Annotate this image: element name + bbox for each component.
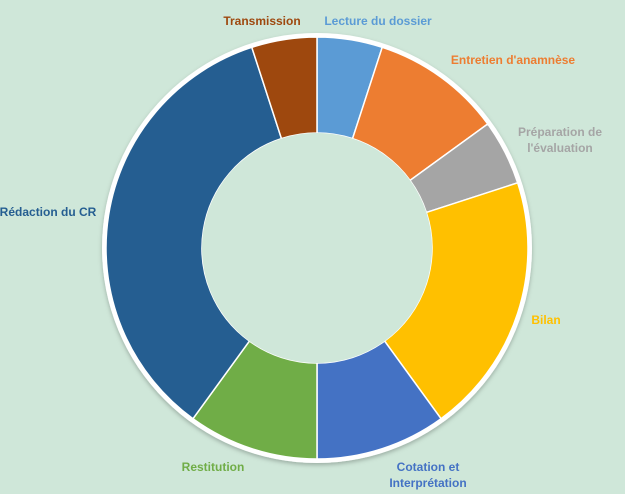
slice-label-1: Lecture du dossier xyxy=(324,14,432,28)
slice-label-line: Lecture du dossier xyxy=(324,14,432,28)
slice-label-line: Rédaction du CR xyxy=(0,205,97,219)
slice-label-8: Transmission xyxy=(223,14,300,28)
slice-label-line: Préparation de xyxy=(518,125,602,139)
slice-label-line: Restitution xyxy=(182,460,245,474)
slice-label-3: Préparation de l'évaluation xyxy=(518,125,602,155)
slice-label-line: Transmission xyxy=(223,14,300,28)
slice-label-4: Bilan xyxy=(531,313,560,327)
slice-label-line: Entretien d'anamnèse xyxy=(451,53,576,67)
slice-label-6: Restitution xyxy=(182,460,245,474)
slice-label-line: Cotation et xyxy=(397,460,460,474)
slice-label-line: Interprétation xyxy=(389,476,466,490)
slice-label-5: Cotation et Interprétation xyxy=(389,460,466,490)
slice-label-2: Entretien d'anamnèse xyxy=(451,53,576,67)
donut-hole xyxy=(202,133,432,363)
slice-label-7: Rédaction du CR xyxy=(0,205,97,219)
slice-label-line: l'évaluation xyxy=(527,141,593,155)
slice-label-line: Bilan xyxy=(531,313,560,327)
